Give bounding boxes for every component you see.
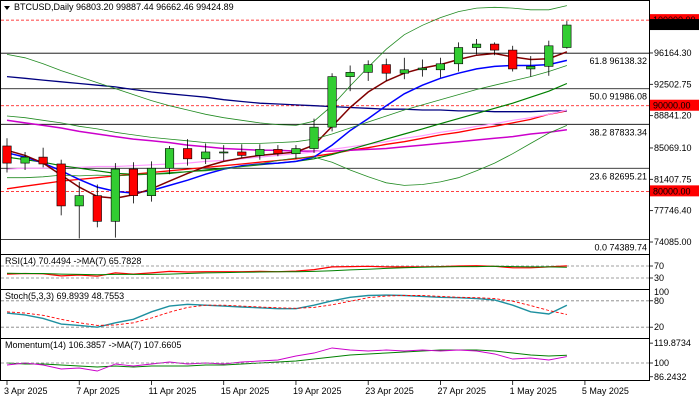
candle-body	[381, 64, 391, 74]
main-panel-frame	[0, 0, 650, 255]
series-line	[6, 109, 568, 170]
indicator-axis-label: 20	[654, 322, 664, 332]
candle-body	[56, 163, 66, 207]
price-axis-label: 81407.75	[654, 174, 692, 184]
candle-body	[435, 63, 445, 71]
price-axis-label: 77746.40	[654, 206, 692, 216]
indicator-axis-label: 80	[654, 296, 664, 306]
x-axis-label: 27 Apr 2025	[437, 386, 486, 396]
fibo-level-label: 61.8 96138.32	[589, 56, 647, 66]
candle-body	[490, 43, 500, 51]
price-axis-label: 92502.75	[654, 79, 692, 89]
x-axis-label: 1 May 2025	[510, 386, 557, 396]
x-axis-label: 3 Apr 2025	[4, 386, 48, 396]
price-axis-label: 96164.30	[654, 48, 692, 58]
candle-body	[345, 72, 355, 77]
momentum-axis-label: 86.2432	[654, 372, 687, 382]
candle-body	[508, 49, 518, 70]
indicator-axis-label: 30	[654, 273, 664, 283]
price-tag-label: 80000.00	[653, 186, 691, 196]
stoch-main-line	[6, 294, 568, 328]
candle-body	[291, 148, 301, 154]
fibo-level-label: 0.0 74389.74	[594, 242, 647, 252]
series-line	[6, 65, 568, 144]
price-axis-label: 88841.20	[654, 111, 692, 121]
candle-body	[363, 64, 373, 73]
candle-body	[237, 151, 247, 156]
candle-body	[453, 47, 464, 65]
candle-body	[74, 195, 84, 207]
candle-body	[472, 43, 482, 48]
x-axis-label: 23 Apr 2025	[365, 386, 414, 396]
stoch-top-label: 100	[654, 287, 669, 297]
x-axis-label: 5 May 2025	[582, 386, 629, 396]
stoch-label: Stoch(5,3,3) 69.8939 48.7553	[5, 291, 124, 301]
candle-body	[544, 45, 554, 67]
candle-body	[273, 149, 283, 154]
candle-body	[255, 149, 265, 156]
candle-body	[309, 126, 319, 149]
series-line	[7, 125, 568, 186]
price-tag-label: 90000.00	[653, 101, 691, 111]
momentum-line	[6, 347, 567, 372]
candle-body	[526, 66, 536, 70]
fibo-level-label: 50.0 91986.08	[589, 92, 647, 102]
series-line	[6, 59, 568, 194]
candle-body	[38, 156, 48, 165]
price-axis-label: 85069.10	[654, 143, 692, 153]
momentum-ma-line	[6, 349, 567, 368]
price-tag-box	[650, 185, 699, 197]
stoch-panel-frame	[0, 289, 650, 339]
candle-body	[92, 195, 102, 222]
candle-body	[128, 168, 138, 196]
candle-body	[562, 24, 572, 48]
fibo-level-label: 23.6 82695.21	[589, 171, 647, 181]
candle-body	[417, 67, 427, 71]
header-triangle-icon	[4, 6, 10, 10]
price-axis-label: 74085.00	[654, 237, 692, 247]
price-tag-box	[650, 99, 699, 111]
indicator-axis-label: 70	[654, 261, 664, 271]
rsi-label: RSI(14) 70.4494 ->MA(7) 65.7828	[5, 256, 141, 266]
stoch-signal-line	[6, 295, 567, 326]
series-line	[6, 119, 568, 152]
symbol-header: BTCUSD,Daily 96803.20 99887.44 96662.46 …	[14, 2, 234, 12]
candle-body	[164, 148, 175, 169]
candle-body	[327, 76, 337, 128]
candle-body	[2, 145, 12, 164]
series-line	[6, 75, 567, 113]
fibo-level-label: 38.2 87833.34	[589, 127, 647, 137]
price-tag-label: 99424.89	[653, 20, 691, 30]
candle-body	[399, 69, 409, 74]
rsi-panel-frame	[0, 254, 650, 290]
candle-body	[146, 167, 157, 196]
candle-body	[110, 168, 120, 222]
momentum-label: Momentum(14) 106.3857 ->MA(7) 107.6605	[5, 340, 181, 350]
price-tag-box	[650, 19, 699, 31]
candle-body	[20, 156, 30, 164]
x-axis-label: 7 Apr 2025	[76, 386, 120, 396]
x-axis-label: 19 Apr 2025	[293, 386, 342, 396]
candle-body	[201, 151, 211, 160]
rsi-ma-line	[6, 265, 567, 276]
series-line	[6, 5, 567, 126]
momentum-axis-label: 119.8734	[654, 338, 691, 348]
x-axis-label: 15 Apr 2025	[221, 386, 270, 396]
candle-body	[219, 151, 229, 154]
momentum-axis-label: 100	[654, 358, 669, 368]
x-axis-label: 11 Apr 2025	[148, 386, 196, 396]
candle-body	[183, 148, 193, 160]
